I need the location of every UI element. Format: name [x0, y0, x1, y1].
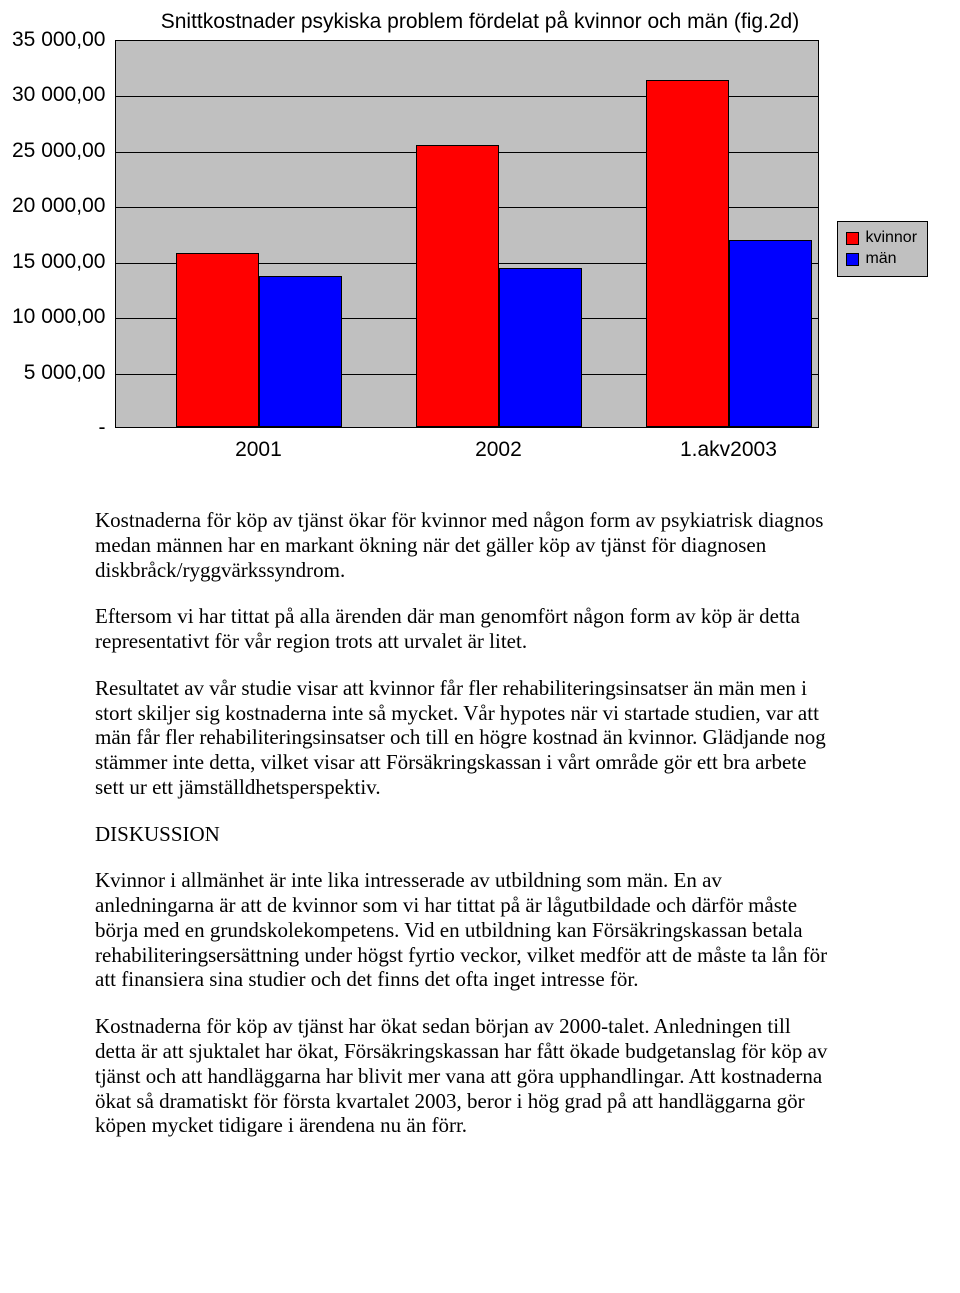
- paragraph-3: Resultatet av vår studie visar att kvinn…: [95, 676, 835, 800]
- bars-layer: [116, 41, 818, 427]
- plot-and-legend: 200120021.akv2003 kvinnor män: [115, 40, 928, 458]
- chart-title: Snittkostnader psykiska problem fördelat…: [110, 10, 850, 34]
- body-text: Kostnaderna för köp av tjänst ökar för k…: [95, 508, 835, 1138]
- page: Snittkostnader psykiska problem fördelat…: [0, 10, 960, 1138]
- chart: 35 000,0030 000,0025 000,0020 000,0015 0…: [0, 40, 960, 458]
- x-tick: 2002: [475, 438, 522, 462]
- bar-man: [729, 240, 812, 427]
- bar-group: [176, 253, 342, 427]
- bar-group: [416, 145, 582, 427]
- bar-kvinnor: [176, 253, 259, 427]
- bar-group: [646, 80, 812, 427]
- x-tick: 1.akv2003: [680, 438, 777, 462]
- swatch-man: [846, 253, 859, 266]
- bar-kvinnor: [646, 80, 729, 427]
- plot-area: [115, 40, 819, 428]
- bar-man: [499, 268, 582, 427]
- paragraph-4: Kvinnor i allmänhet är inte lika intress…: [95, 868, 835, 992]
- legend-label-man: män: [865, 249, 896, 270]
- paragraph-1: Kostnaderna för köp av tjänst ökar för k…: [95, 508, 835, 582]
- bar-kvinnor: [416, 145, 499, 427]
- legend-item-kvinnor: kvinnor: [846, 228, 917, 249]
- legend-label-kvinnor: kvinnor: [865, 228, 917, 249]
- discussion-heading: DISKUSSION: [95, 822, 835, 847]
- x-tick: 2001: [235, 438, 282, 462]
- bar-man: [259, 276, 342, 427]
- paragraph-5: Kostnaderna för köp av tjänst har ökat s…: [95, 1014, 835, 1138]
- legend-item-man: män: [846, 249, 917, 270]
- paragraph-2: Eftersom vi har tittat på alla ärenden d…: [95, 604, 835, 654]
- legend: kvinnor män: [837, 221, 928, 277]
- x-axis: 200120021.akv2003: [115, 428, 819, 458]
- y-axis: 35 000,0030 000,0025 000,0020 000,0015 0…: [12, 40, 115, 428]
- swatch-kvinnor: [846, 232, 859, 245]
